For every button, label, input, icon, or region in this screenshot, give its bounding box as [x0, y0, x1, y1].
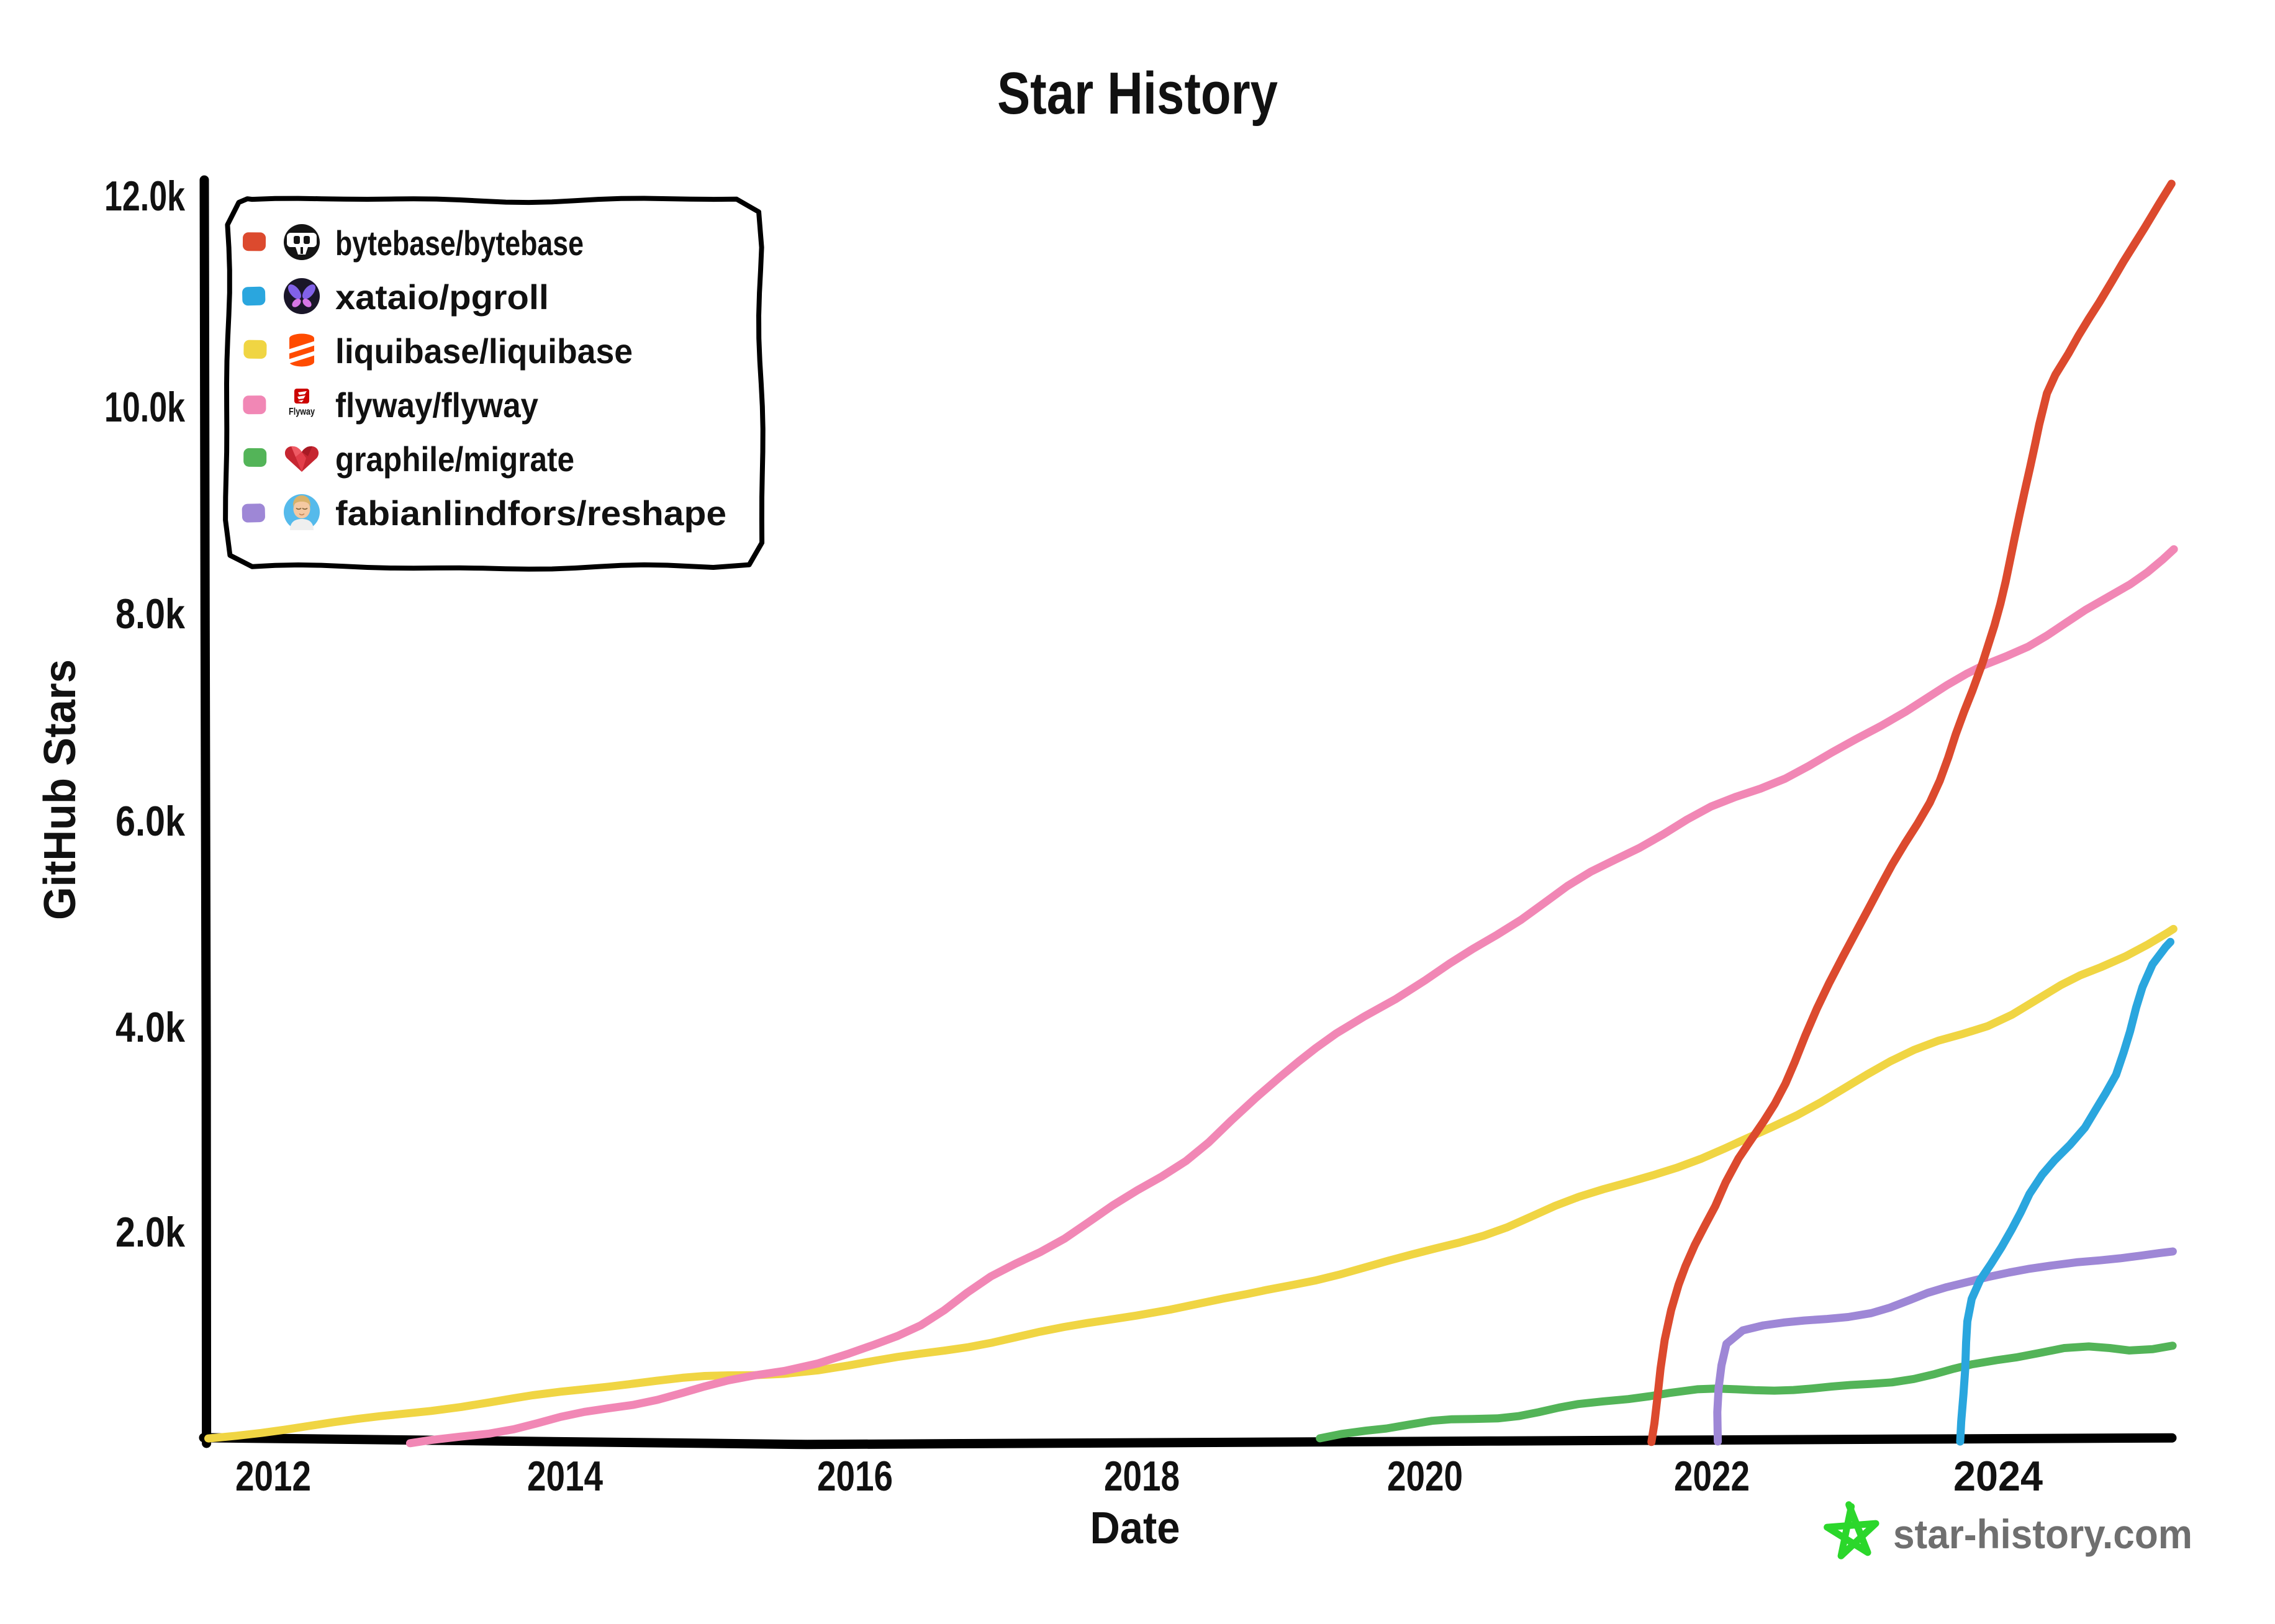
svg-text:flyway/flyway: flyway/flyway — [335, 386, 538, 425]
svg-text:GitHub Stars: GitHub Stars — [35, 659, 85, 920]
svg-text:2024: 2024 — [1953, 1453, 2043, 1500]
svg-text:Star History: Star History — [997, 60, 1278, 127]
svg-text:2.0k: 2.0k — [115, 1209, 185, 1256]
svg-text:4.0k: 4.0k — [115, 1004, 185, 1051]
svg-text:2012: 2012 — [235, 1453, 311, 1500]
svg-text:liquibase/liquibase: liquibase/liquibase — [335, 332, 633, 371]
svg-text:2018: 2018 — [1104, 1453, 1180, 1500]
svg-text:graphile/migrate: graphile/migrate — [335, 440, 574, 479]
svg-text:6.0k: 6.0k — [115, 798, 185, 845]
svg-text:10.0k: 10.0k — [104, 384, 185, 431]
svg-text:2020: 2020 — [1387, 1453, 1463, 1500]
svg-text:star-history.com: star-history.com — [1893, 1511, 2192, 1557]
svg-text:Flyway: Flyway — [289, 407, 315, 417]
svg-text:fabianlindfors/reshape: fabianlindfors/reshape — [335, 494, 726, 533]
svg-text:8.0k: 8.0k — [115, 590, 185, 638]
svg-text:12.0k: 12.0k — [104, 173, 185, 220]
svg-text:2014: 2014 — [527, 1453, 603, 1500]
svg-text:Date: Date — [1090, 1504, 1180, 1553]
svg-text:xataio/pgroll: xataio/pgroll — [335, 277, 549, 317]
svg-text:2022: 2022 — [1674, 1453, 1750, 1500]
svg-text:2016: 2016 — [817, 1453, 893, 1500]
svg-text:bytebase/bytebase: bytebase/bytebase — [335, 223, 584, 263]
